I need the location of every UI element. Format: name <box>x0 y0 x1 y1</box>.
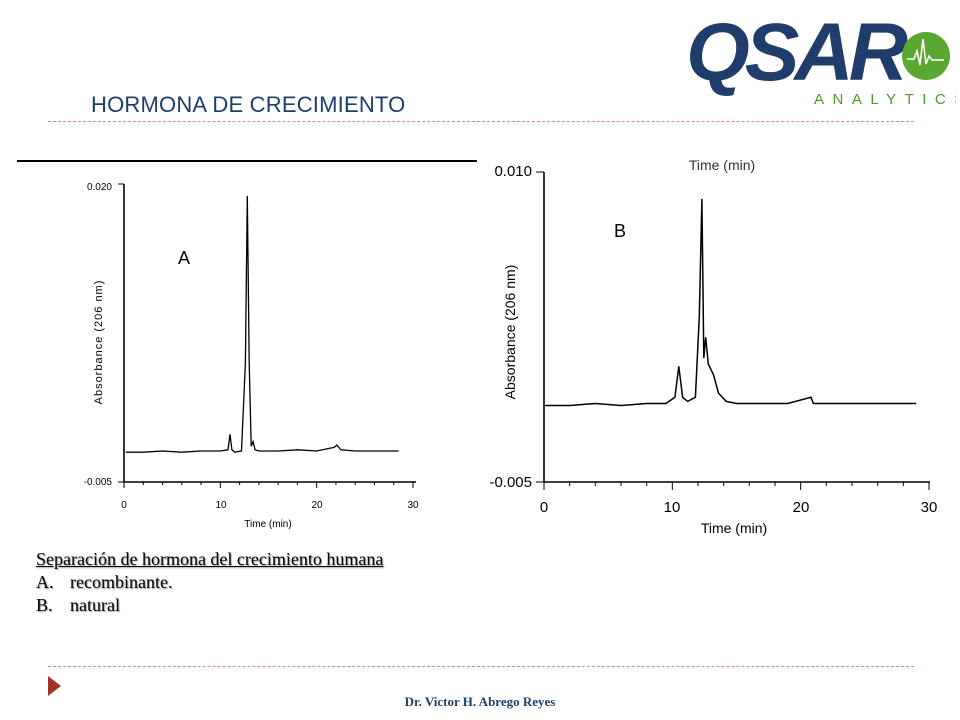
panel-label-b: B <box>614 221 626 241</box>
x-tick-label-30: 30 <box>921 499 938 516</box>
x-tick-label-30: 30 <box>407 500 419 511</box>
figure-caption: Separación de hormona del crecimiento hu… <box>36 548 383 617</box>
slide-title: HORMONA DE CRECIMIENTO <box>91 92 406 117</box>
title-divider <box>48 121 914 122</box>
y-axis-label: Absorbance (206 nm) <box>502 265 518 400</box>
chromatogram-a: 0.020 -0.005 0 10 20 30 Absorbance (206 … <box>84 182 419 530</box>
y-tick-label-bottom: -0.005 <box>84 477 113 488</box>
qsar-logo: QSAR ANALYTICS <box>686 7 956 108</box>
caption-marker-a: A. <box>36 572 54 592</box>
title-fragment: Time (min) <box>689 157 755 173</box>
logo-tagline: ANALYTICS <box>814 91 956 108</box>
y-tick-label-bottom: -0.005 <box>489 474 532 491</box>
x-tick-label-0: 0 <box>540 499 548 516</box>
panel-label-a: A <box>178 248 190 268</box>
caption-marker-b: B. <box>36 595 53 615</box>
footer-author: Dr. Victor H. Abrego Reyes <box>404 694 556 709</box>
x-tick-label-20: 20 <box>311 500 323 511</box>
chromatogram-trace-a <box>125 195 399 453</box>
chart-top-rule <box>17 160 477 162</box>
next-arrow-icon[interactable] <box>48 676 61 696</box>
caption-line-1: Separación de hormona del crecimiento hu… <box>36 549 384 569</box>
chromatogram-trace-b <box>544 198 917 407</box>
x-tick-label-0: 0 <box>121 500 127 511</box>
footer-divider <box>48 666 914 667</box>
y-tick-label-top: 0.020 <box>87 182 112 193</box>
logo-circle-icon <box>902 32 950 80</box>
x-ticks <box>543 482 930 490</box>
y-ticks <box>536 171 544 483</box>
y-tick-label-top: 0.010 <box>494 163 532 180</box>
y-axis-label: Absorbance (206 nm) <box>93 280 105 405</box>
x-tick-label-10: 10 <box>215 500 227 511</box>
x-tick-label-20: 20 <box>793 499 810 516</box>
x-ticks <box>123 482 414 488</box>
x-axis-label: Time (min) <box>701 520 767 536</box>
caption-text-b: natural <box>70 595 120 615</box>
caption-text-a: recombinante. <box>70 572 173 592</box>
logo-word: QSAR <box>686 7 908 98</box>
x-axis-label: Time (min) <box>244 519 291 530</box>
x-tick-label-10: 10 <box>664 499 681 516</box>
caption-item-b: B. natural <box>36 594 383 617</box>
chromatogram-b: Time (min) 0.010 -0.005 0 10 20 30 Absor… <box>489 157 938 536</box>
caption-item-a: A. recombinante. <box>36 571 383 594</box>
y-ticks <box>118 183 124 483</box>
